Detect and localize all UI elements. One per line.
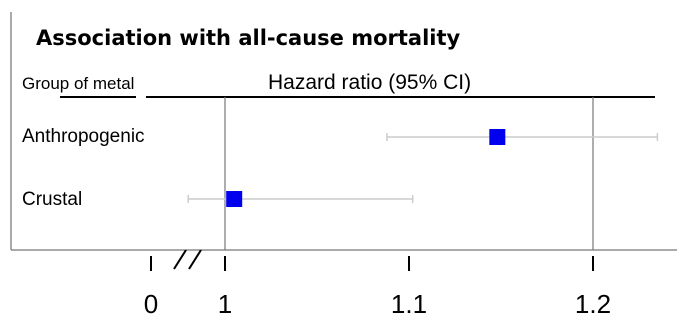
group-column-header: Group of metal [22,74,134,93]
x-axis: 0 1 1.1 1.2 [144,256,611,319]
row-label-anthropogenic: Anthropogenic [22,126,145,147]
reference-lines [224,97,594,250]
tick-1-2-label: 1.2 [575,289,611,319]
axis-break-mark-2 [188,249,202,270]
row-label-crustal: Crustal [22,189,82,210]
tick-1-label: 1 [218,289,232,319]
point-estimate-crustal [226,191,243,207]
point-estimate-anthropogenic [489,129,506,145]
effect-marks [187,129,659,207]
effect-column-header: Hazard ratio (95% CI) [268,71,471,94]
axis-break-mark-1 [173,249,187,270]
chart-title: Association with all-cause mortality [36,26,461,50]
tick-0-label: 0 [144,289,158,319]
tick-1-1-label: 1.1 [391,289,427,319]
